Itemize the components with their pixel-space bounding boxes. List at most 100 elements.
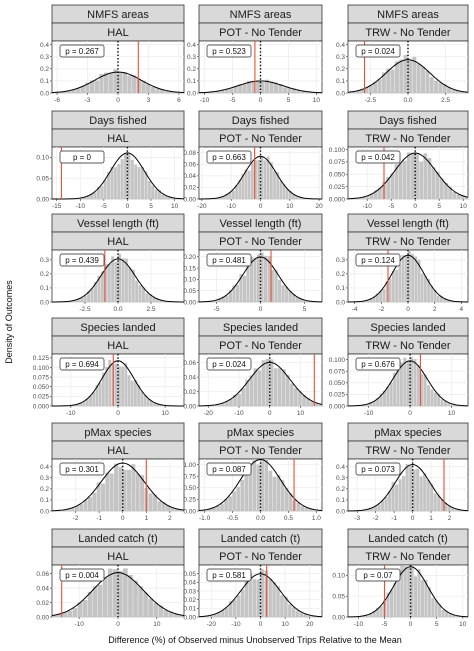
y-tick-label: 0.1 bbox=[40, 78, 49, 85]
histogram-bar bbox=[141, 80, 146, 93]
facet-panel: NMFS areas HAL 0.0 0.1 0.2 0.3 0.4 -6 -3 0 3 6 p = 0… bbox=[40, 4, 185, 104]
x-tick-label: -2 bbox=[373, 515, 379, 522]
p-value-label: p = 0.042 bbox=[361, 153, 395, 162]
histogram-bar bbox=[236, 595, 241, 617]
histogram-bar bbox=[448, 613, 452, 617]
facet-label-top: NMFS areas bbox=[230, 9, 292, 21]
histogram-bar bbox=[118, 466, 123, 511]
histogram-bar bbox=[295, 297, 299, 302]
histogram-bar bbox=[376, 293, 379, 302]
density-curve bbox=[347, 152, 469, 200]
histogram-bar bbox=[168, 611, 174, 617]
histogram-bar bbox=[92, 392, 96, 406]
p-value-label: p = 0.087 bbox=[212, 465, 246, 474]
histogram-bar bbox=[146, 84, 151, 93]
histogram-bar bbox=[254, 160, 257, 199]
x-tick-label: -5 bbox=[382, 621, 388, 628]
x-tick-label: 0 bbox=[126, 203, 130, 210]
histogram-bar bbox=[464, 196, 469, 199]
histogram-bar bbox=[398, 162, 403, 199]
p-value-box bbox=[59, 150, 105, 164]
facet-panel: pMax species TRW - No Tender 0.0 0.1 0.2 0.3 0… bbox=[336, 422, 469, 522]
facet-label-top: pMax species bbox=[374, 427, 442, 439]
histogram-bar bbox=[62, 611, 68, 617]
histogram-bar bbox=[440, 399, 444, 406]
x-tick-label: -5 bbox=[230, 97, 236, 104]
histogram-bar bbox=[83, 196, 87, 199]
histogram-bar bbox=[409, 466, 413, 511]
histogram-bar bbox=[366, 300, 370, 302]
histogram-bar bbox=[411, 152, 415, 199]
p-value-box bbox=[355, 357, 401, 371]
histogram-bar bbox=[256, 254, 261, 302]
y-tick-label: 0.00 bbox=[36, 614, 49, 621]
x-tick-label: -5 bbox=[214, 306, 220, 313]
x-tick-label: 4 bbox=[460, 306, 464, 313]
histogram-bar bbox=[378, 187, 382, 199]
histogram-bar bbox=[88, 497, 92, 511]
histogram-bar bbox=[269, 359, 274, 406]
histogram-bar bbox=[282, 87, 287, 93]
histogram-bar bbox=[365, 614, 369, 617]
histogram-bar bbox=[247, 81, 252, 93]
histogram-bar bbox=[127, 469, 131, 511]
y-tick-label: 0.3 bbox=[40, 257, 49, 264]
facet-panel: Landed catch (t) TRW - No Tender 0.00 0.05 0… bbox=[332, 528, 469, 628]
facet-panel: Days fished HAL 0.00 0.05 0.10 -15 -10 -5 0 5 10 p … bbox=[36, 110, 185, 210]
facet-label-top: Landed catch (t) bbox=[368, 533, 448, 545]
x-tick-label: -5 bbox=[388, 203, 394, 210]
p-value-label: p = 0.124 bbox=[361, 256, 395, 265]
histogram-bar bbox=[131, 464, 136, 511]
x-tick-label: 0 bbox=[259, 621, 263, 628]
histogram-bar bbox=[444, 400, 447, 406]
histogram-bar bbox=[103, 180, 107, 199]
histogram-bar bbox=[379, 393, 383, 406]
histogram-bar bbox=[127, 154, 131, 199]
histogram-bar bbox=[405, 463, 409, 511]
histogram-bar bbox=[298, 391, 302, 406]
histogram-bar bbox=[128, 267, 132, 302]
histogram-bar bbox=[441, 610, 445, 617]
histogram-bar bbox=[414, 576, 418, 617]
histogram-bar bbox=[301, 197, 305, 199]
facet-label-sub: POT - No Tender bbox=[219, 445, 302, 457]
histogram-bar bbox=[232, 285, 236, 302]
histogram-bar bbox=[417, 568, 421, 617]
facet-panel: Days fished TRW - No Tender 0.000 0.025 0.05… bbox=[329, 110, 469, 210]
facet-panel: pMax species HAL 0.0 0.1 0.2 0.3 0.4 -2 -1 0 1 2 p =… bbox=[40, 422, 185, 522]
histogram-bar bbox=[395, 484, 399, 511]
x-tick-label: -10 bbox=[200, 97, 210, 104]
histogram-bar bbox=[92, 586, 98, 617]
histogram-bar bbox=[238, 84, 243, 93]
histogram-bar bbox=[90, 288, 94, 302]
histogram-bar bbox=[257, 370, 262, 406]
histogram-bar bbox=[138, 285, 142, 302]
x-tick-label: 1 bbox=[144, 515, 148, 522]
y-tick-label: 0.3 bbox=[40, 475, 49, 482]
x-tick-label: -10 bbox=[362, 203, 372, 210]
histogram-bar bbox=[130, 380, 134, 406]
histogram-bar bbox=[251, 82, 256, 93]
p-value-label: p = 0.267 bbox=[65, 47, 99, 56]
x-tick-label: 10 bbox=[153, 621, 161, 628]
histogram-bar bbox=[105, 366, 108, 406]
histogram-bar bbox=[212, 507, 216, 511]
density-curve bbox=[198, 80, 323, 94]
histogram-bar bbox=[434, 600, 438, 617]
histogram-bar bbox=[416, 468, 420, 511]
histogram-bar bbox=[233, 86, 238, 93]
histogram-bar bbox=[75, 88, 81, 93]
histogram-bar bbox=[238, 180, 242, 199]
histogram-bar bbox=[260, 156, 264, 199]
histogram-bar bbox=[152, 296, 156, 302]
histogram-bar bbox=[66, 90, 71, 93]
histogram-bar bbox=[117, 164, 121, 199]
histogram-bar bbox=[153, 494, 158, 511]
x-tick-label: 0.0 bbox=[113, 306, 122, 313]
y-tick-label: 0.02 bbox=[183, 185, 196, 192]
y-tick-label: 0.1 bbox=[40, 285, 49, 292]
histogram-bar bbox=[427, 279, 430, 302]
histogram-bar bbox=[252, 579, 257, 617]
histogram-bar bbox=[52, 615, 58, 617]
